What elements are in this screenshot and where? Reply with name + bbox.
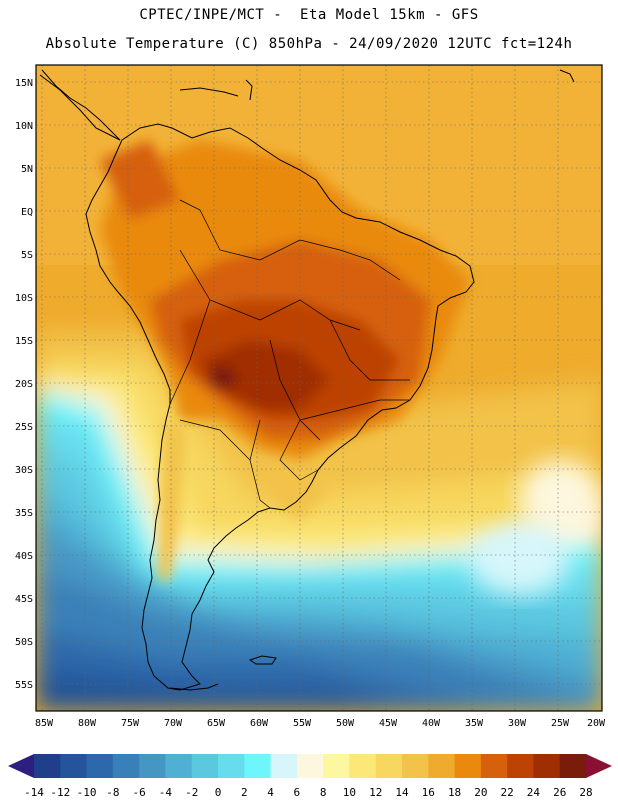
country-borders [169,199,410,509]
colorbar-swatch [375,754,403,778]
colorbar-swatch [296,754,324,778]
lat-label: 15S [15,336,33,347]
colorbar-tick-label: -2 [185,786,198,799]
colorbar-swatch [191,754,219,778]
latitude-labels: 15N 10N 5N EQ 5S 10S 15S 20S 25S 30S 35S… [15,78,33,691]
colorbar-tick-label: 14 [395,786,409,799]
colorbar-swatch [323,754,350,778]
colorbar-tick-label: 10 [343,786,356,799]
temperature-field [36,65,602,711]
lat-label: 20S [15,379,33,390]
colorbar-tick-label: -6 [133,786,146,799]
colorbar-tick-label: 20 [474,786,487,799]
colorbar-below-arrow [8,754,34,778]
lon-label: 75W [121,718,140,729]
colorbar-tick-label: 0 [215,786,222,799]
colorbar-above-arrow [586,754,612,778]
colorbar-tick-label: 28 [579,786,592,799]
colorbar-tick-label: 12 [369,786,382,799]
colorbar-tick-label: -4 [159,786,173,799]
lat-label: 25S [15,422,33,433]
colorbar-tick-label: -8 [106,786,119,799]
colorbar-tick-label: 22 [501,786,514,799]
colorbar-swatch [533,754,561,778]
lon-label: 65W [207,718,226,729]
colorbar-tick-label: 24 [527,786,541,799]
lon-label: 50W [336,718,355,729]
colorbar-tick-label: 26 [553,786,566,799]
colorbar-swatch [507,754,534,778]
colorbar-swatch [112,754,140,778]
coastlines [39,69,575,691]
map-frame [35,64,603,712]
lat-label: 10N [15,121,33,132]
lon-label: 45W [379,718,398,729]
lat-label: 5S [21,250,33,261]
lat-label: EQ [21,207,33,218]
colorbar-tick-label: 8 [320,786,327,799]
map-title-line2: Absolute Temperature (C) 850hPa - 24/09/… [45,36,573,52]
colorbar-tick-label: -12 [50,786,70,799]
colorbar-tick-label: 18 [448,786,461,799]
colorbar-swatch [165,754,193,778]
colorbar: -14 -12 -10 -8 -6 -4 -2 0 2 4 6 8 10 12 14 16 18 20 22 24 26… [8,754,612,799]
colorbar-swatch [34,754,61,778]
colorbar-swatch [270,754,298,778]
lon-label: 80W [78,718,97,729]
colorbar-tick-label: 16 [422,786,435,799]
lat-label: 10S [15,293,33,304]
map-title-line1: CPTEC/INPE/MCT - Eta Model 15km - GFS [139,7,479,23]
lon-label: 55W [293,718,312,729]
lat-label: 40S [15,551,33,562]
colorbar-swatch [559,754,587,778]
lat-label: 45S [15,594,33,605]
lon-label: 40W [422,718,441,729]
colorbar-swatch [454,754,482,778]
colorbar-tick-label: 2 [241,786,248,799]
colorbar-swatch [428,754,456,778]
lat-label: 35S [15,508,33,519]
lat-label: 50S [15,637,33,648]
lat-label: 5N [21,164,33,175]
colorbar-swatch [86,754,114,778]
colorbar-tick-label: -14 [24,786,44,799]
colorbar-swatch [218,754,245,778]
colorbar-swatch [349,754,377,778]
lon-label: 35W [465,718,484,729]
colorbar-tick-label: -10 [77,786,97,799]
colorbar-swatch [139,754,166,778]
lon-label: 30W [508,718,527,729]
colorbar-swatch [60,754,88,778]
lon-label: 60W [250,718,269,729]
lon-label: 70W [164,718,183,729]
longitude-labels: 85W 80W 75W 70W 65W 60W 55W 50W 45W 40W … [35,718,606,729]
lat-label: 30S [15,465,33,476]
lat-label: 15N [15,78,33,89]
colorbar-tick-label: 4 [267,786,274,799]
lon-label: 25W [551,718,570,729]
lat-label: 55S [15,680,33,691]
lon-label: 85W [35,718,54,729]
lon-label: 20W [587,718,606,729]
colorbar-swatch [244,754,272,778]
colorbar-swatch [480,754,508,778]
colorbar-tick-label: 6 [294,786,301,799]
colorbar-swatch [402,754,429,778]
